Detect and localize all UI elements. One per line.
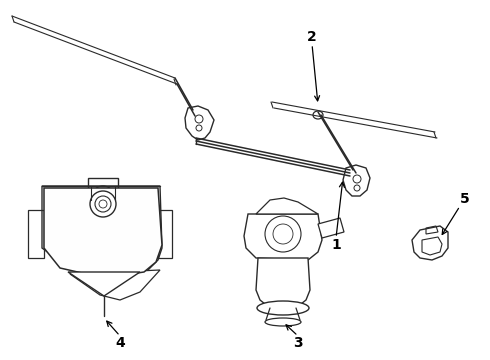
Text: 5: 5: [460, 192, 470, 206]
Polygon shape: [244, 214, 322, 260]
Polygon shape: [70, 270, 160, 300]
Ellipse shape: [257, 301, 309, 315]
Text: 3: 3: [293, 336, 303, 350]
Text: 4: 4: [115, 336, 125, 350]
Polygon shape: [68, 272, 140, 296]
Ellipse shape: [265, 318, 301, 326]
Polygon shape: [42, 186, 162, 275]
Polygon shape: [318, 218, 344, 238]
Circle shape: [90, 191, 116, 217]
Polygon shape: [412, 226, 448, 260]
Polygon shape: [256, 258, 310, 308]
Text: 1: 1: [331, 238, 341, 252]
Polygon shape: [44, 188, 162, 278]
Text: 2: 2: [307, 30, 317, 44]
Polygon shape: [256, 198, 318, 214]
